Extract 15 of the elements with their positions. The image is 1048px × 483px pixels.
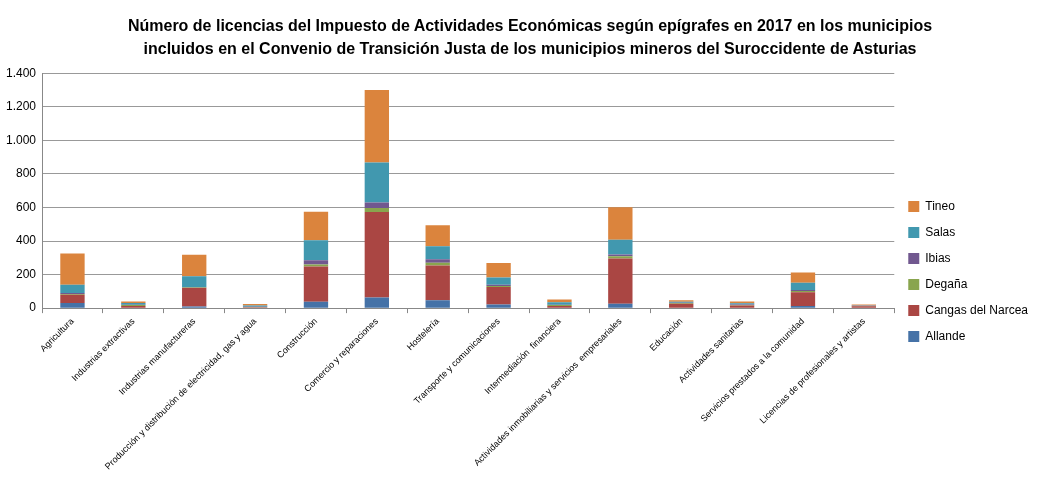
y-tick-label: 800 <box>16 166 37 181</box>
y-tick-label: 400 <box>16 233 37 248</box>
legend-label: Ibias <box>925 250 951 265</box>
legend-label: Allande <box>925 328 966 343</box>
legend-label: Cangas del Narcea <box>925 302 1029 317</box>
legend-label: Tineo <box>925 198 956 213</box>
y-tick-label: 600 <box>16 199 37 214</box>
y-tick-label: 1.000 <box>6 132 37 147</box>
legend-label: Salas <box>925 224 956 239</box>
y-tick-label: 1.400 <box>6 65 37 80</box>
y-tick-label: 0 <box>29 300 37 315</box>
y-tick-label: 200 <box>16 266 37 281</box>
chart-title: Número de licencias del Impuesto de Actividades Económicas según epígrafes en 2017 en los municipios incluidos en el Convenio de Transición Justa de los municipios mineros del Suroccidente de Asturias <box>126 16 934 59</box>
y-tick-label: 1.200 <box>6 99 37 114</box>
legend-label: Degaña <box>925 276 968 291</box>
